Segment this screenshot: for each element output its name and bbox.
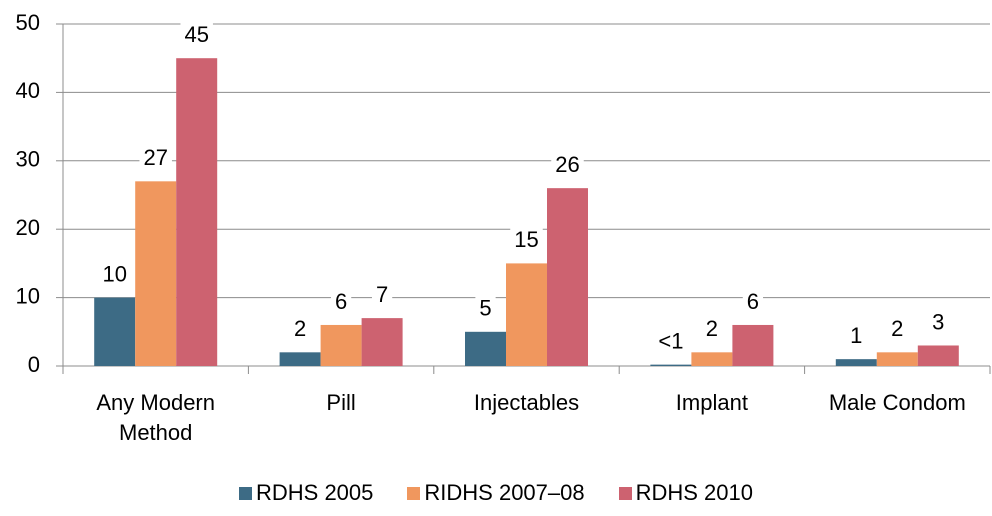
legend-item: RDHS 2005 — [239, 480, 373, 506]
bar — [279, 352, 321, 366]
data-label: 26 — [555, 152, 579, 177]
data-label: 2 — [706, 316, 718, 341]
data-label-bg — [701, 314, 723, 344]
bar — [361, 318, 403, 366]
x-tick-label: Any Modern Method — [96, 390, 215, 445]
bar — [650, 364, 692, 366]
y-tick-label: 50 — [16, 10, 40, 35]
data-label-bg — [654, 326, 688, 356]
x-tick-label: Implant — [675, 390, 748, 415]
data-label: 15 — [514, 227, 538, 252]
x-tick-label: Male Condom — [828, 390, 966, 415]
bar — [320, 324, 362, 366]
bar — [835, 359, 877, 366]
data-label-bg — [139, 143, 172, 173]
data-label-bg — [289, 314, 311, 344]
bar — [876, 352, 918, 366]
bar — [506, 263, 547, 366]
data-label-bg — [475, 293, 496, 323]
data-label: 2 — [891, 316, 903, 341]
data-label: 6 — [747, 289, 759, 314]
bar — [691, 352, 733, 366]
data-label: 10 — [102, 261, 126, 286]
y-tick-label: 10 — [16, 283, 40, 308]
legend-label: RDHS 2010 — [635, 480, 753, 505]
data-label: 6 — [335, 289, 347, 314]
x-tick-label: Injectables — [473, 390, 580, 415]
data-label-bg — [330, 286, 352, 316]
legend-swatch — [618, 486, 632, 500]
data-label-bg — [510, 225, 543, 255]
data-label-bg — [551, 149, 584, 179]
legend: RDHS 2005 RIDHS 2007–08 RDHS 2010 — [0, 480, 992, 506]
data-label: 45 — [184, 22, 208, 47]
bar — [917, 345, 959, 366]
data-label-bg — [180, 20, 213, 50]
legend-swatch — [407, 486, 421, 500]
data-label: 7 — [376, 282, 388, 307]
data-label-bg — [742, 286, 764, 316]
y-tick-label: 40 — [16, 78, 40, 103]
legend-label: RIDHS 2007–08 — [424, 480, 585, 505]
data-label-bg — [887, 314, 908, 344]
data-label: 5 — [479, 296, 491, 321]
bar — [135, 181, 177, 366]
y-tick-label: 30 — [16, 147, 40, 172]
data-label-bg — [98, 259, 131, 289]
legend-label: RDHS 2005 — [256, 480, 374, 505]
x-tick-label: Pill — [326, 390, 356, 415]
bar — [465, 331, 506, 366]
y-tick-label: 20 — [16, 215, 40, 240]
legend-swatch — [239, 486, 252, 500]
data-label: 3 — [932, 309, 944, 334]
data-label: 2 — [294, 316, 306, 341]
data-label-bg — [928, 307, 949, 337]
data-label: 27 — [143, 145, 167, 170]
bar — [176, 58, 218, 366]
legend-item: RIDHS 2007–08 — [407, 480, 585, 506]
bar — [94, 297, 136, 366]
data-label-bg — [371, 279, 393, 309]
data-label: 1 — [850, 323, 862, 348]
bar — [547, 188, 588, 366]
data-label: <1 — [658, 328, 683, 353]
bar — [732, 324, 774, 366]
legend-item: RDHS 2010 — [618, 480, 753, 506]
y-tick-label: 0 — [28, 352, 40, 377]
data-label-bg — [846, 320, 867, 350]
